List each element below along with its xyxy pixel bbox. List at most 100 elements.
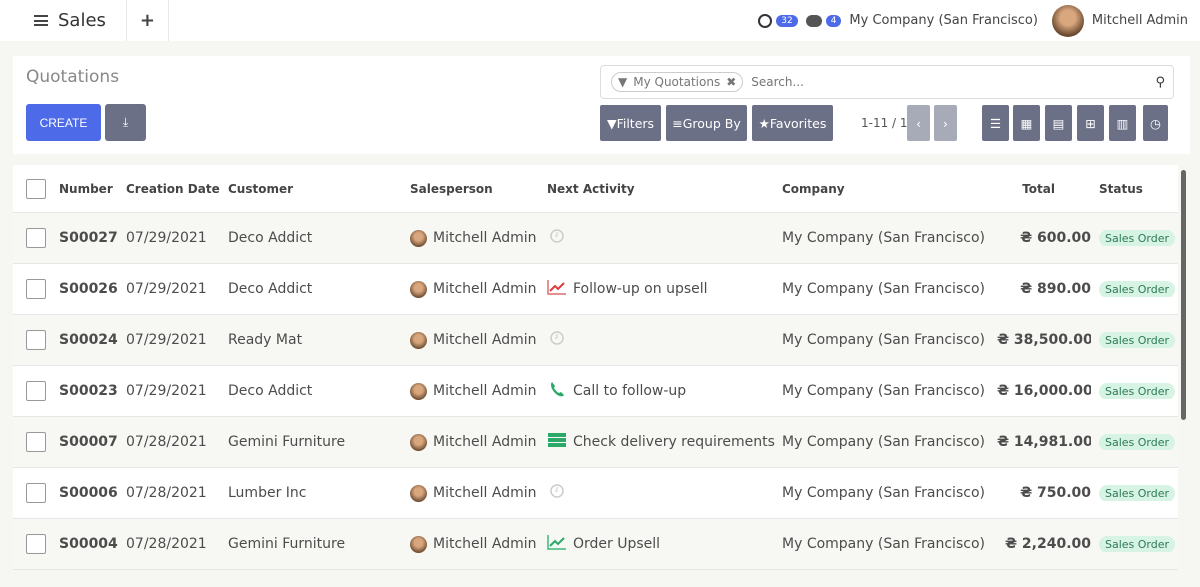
customer: Deco Addict [228, 230, 313, 246]
view-activity[interactable]: ◷ [1143, 105, 1168, 141]
salesperson: Mitchell Admin [433, 230, 537, 246]
salesperson: Mitchell Admin [433, 536, 537, 552]
phone-icon[interactable] [547, 381, 567, 401]
favorites-button[interactable]: ★ Favorites [752, 105, 833, 141]
company: My Company (San Francisco) [782, 281, 985, 297]
total: ₴ 600.00 [1020, 230, 1091, 246]
list-view-icon: ☰ [989, 115, 1002, 131]
clock-icon[interactable] [547, 228, 567, 248]
creation-date: 07/28/2021 [126, 434, 207, 450]
create-button[interactable]: CREATE [26, 104, 101, 141]
app-menu[interactable]: Sales [0, 0, 127, 41]
row-checkbox[interactable] [26, 330, 46, 350]
col-number[interactable]: Number [59, 181, 113, 196]
row-checkbox[interactable] [26, 483, 46, 503]
upsell-red-icon[interactable] [547, 279, 567, 299]
col-salesperson[interactable]: Salesperson [410, 181, 493, 196]
table-row[interactable]: S00007 07/28/2021 Gemini Furniture Mitch… [13, 417, 1178, 468]
row-checkbox[interactable] [26, 279, 46, 299]
pager-value[interactable]: 1-11 / 11 [861, 116, 916, 130]
search-icon[interactable]: ⚲ [1155, 74, 1165, 90]
view-calendar[interactable]: ▤ [1045, 105, 1072, 141]
upsell-green-icon[interactable] [547, 534, 567, 554]
col-customer[interactable]: Customer [228, 181, 294, 196]
download-button[interactable]: ⤓ [105, 104, 146, 141]
salesperson-avatar [410, 433, 427, 451]
table-row[interactable]: S00024 07/29/2021 Ready Mat Mitchell Adm… [13, 315, 1178, 366]
creation-date: 07/29/2021 [126, 281, 207, 297]
tasks-icon[interactable] [547, 432, 567, 452]
status-badge: Sales Order [1099, 281, 1176, 297]
messages-icon[interactable] [805, 14, 822, 27]
select-all-checkbox[interactable] [26, 178, 46, 199]
col-status[interactable]: Status [1099, 181, 1143, 196]
clock-icon: ◷ [1150, 115, 1161, 131]
user-avatar[interactable] [1051, 4, 1084, 37]
creation-date: 07/29/2021 [126, 383, 207, 399]
col-date[interactable]: Creation Date [126, 181, 220, 196]
status-badge: Sales Order [1099, 485, 1176, 501]
view-graph[interactable]: ▥ [1109, 105, 1136, 141]
row-checkbox[interactable] [26, 534, 46, 554]
order-number: S00007 [59, 434, 118, 450]
search-facet[interactable]: ▼ My Quotations ✖ [611, 72, 744, 92]
customer: Gemini Furniture [228, 536, 346, 552]
order-number: S00026 [59, 281, 118, 297]
order-number: S00006 [59, 485, 118, 501]
total: ₴ 2,240.00 [1005, 536, 1091, 552]
clock-icon[interactable] [547, 483, 567, 503]
view-list[interactable]: ☰ [982, 105, 1009, 141]
company-switcher[interactable]: My Company (San Francisco) [849, 13, 1038, 28]
table-row[interactable]: S00023 07/29/2021 Deco Addict Mitchell A… [13, 366, 1178, 417]
salesperson: Mitchell Admin [433, 383, 537, 399]
total: ₴ 14,981.00 [997, 434, 1091, 450]
calendar-icon: ▤ [1052, 115, 1065, 131]
new-button[interactable]: + [127, 0, 169, 41]
next-activity: Follow-up on upsell [573, 281, 708, 297]
menu-icon[interactable] [34, 15, 48, 26]
download-icon: ⤓ [122, 115, 129, 129]
row-checkbox[interactable] [26, 432, 46, 452]
pager-next[interactable]: › [934, 105, 957, 141]
table-row[interactable]: S00026 07/29/2021 Deco Addict Mitchell A… [13, 264, 1178, 315]
salesperson: Mitchell Admin [433, 281, 537, 297]
customer: Deco Addict [228, 281, 313, 297]
search-input[interactable] [751, 75, 1156, 89]
scrollbar[interactable] [1181, 170, 1186, 420]
view-kanban[interactable]: ▦ [1013, 105, 1040, 141]
search-bar: ▼ My Quotations ✖ ⚲ [600, 65, 1174, 99]
table-row[interactable]: S00006 07/28/2021 Lumber Inc Mitchell Ad… [13, 468, 1178, 519]
col-total[interactable]: Total [1022, 181, 1055, 196]
total: ₴ 16,000.00 [997, 383, 1091, 399]
salesperson-avatar [410, 229, 427, 247]
salesperson: Mitchell Admin [433, 485, 537, 501]
row-checkbox[interactable] [26, 228, 46, 248]
row-checkbox[interactable] [26, 381, 46, 401]
clock-icon[interactable] [547, 330, 567, 350]
chevron-right-icon: › [943, 115, 948, 131]
col-company[interactable]: Company [782, 181, 845, 196]
company: My Company (San Francisco) [782, 536, 985, 552]
status-badge: Sales Order [1099, 434, 1176, 450]
salesperson-avatar [410, 535, 427, 553]
activity-icon[interactable] [758, 13, 773, 28]
salesperson-avatar [410, 331, 427, 349]
view-pivot[interactable]: ⊞ [1077, 105, 1104, 141]
facet-label: My Quotations [633, 75, 721, 89]
kanban-icon: ▦ [1020, 115, 1033, 131]
user-menu[interactable]: Mitchell Admin [1091, 13, 1188, 28]
remove-facet-icon[interactable]: ✖ [726, 75, 737, 89]
table-row[interactable]: S00027 07/29/2021 Deco Addict Mitchell A… [13, 213, 1178, 264]
col-activity[interactable]: Next Activity [547, 181, 635, 196]
chevron-left-icon: ‹ [916, 115, 921, 131]
activity-count: 32 [776, 14, 798, 27]
group-by-button[interactable]: ≡ Group By [666, 105, 747, 141]
group-by-label: Group By [682, 115, 741, 131]
favorites-label: Favorites [769, 115, 827, 131]
quotations-table: Number Creation Date Customer Salesperso… [13, 165, 1178, 570]
filter-icon: ▼ [618, 75, 628, 89]
customer: Gemini Furniture [228, 434, 346, 450]
pager-previous[interactable]: ‹ [907, 105, 930, 141]
table-row[interactable]: S00004 07/28/2021 Gemini Furniture Mitch… [13, 519, 1178, 570]
filters-button[interactable]: ▼ Filters [600, 105, 661, 141]
